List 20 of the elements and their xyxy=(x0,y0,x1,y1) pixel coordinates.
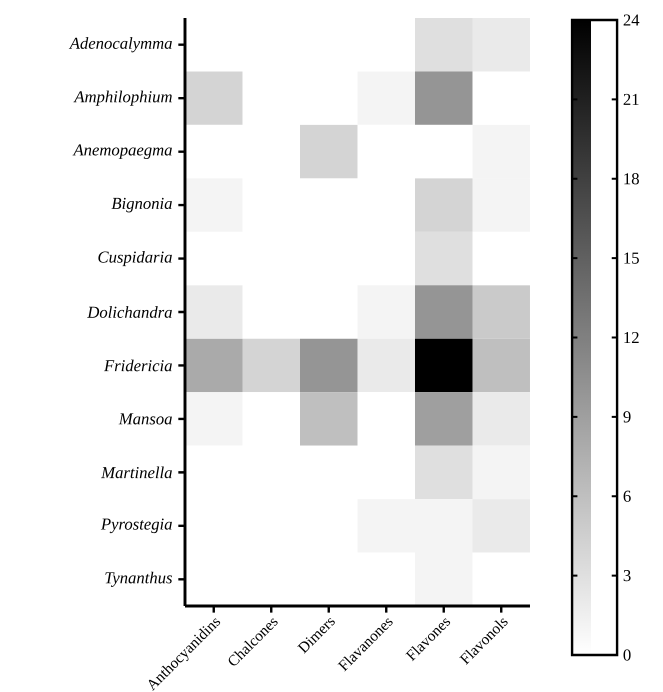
y-tick-label: Adenocalymma xyxy=(68,37,172,52)
color-bar-label: 21 xyxy=(624,94,639,105)
color-bar-label: 18 xyxy=(624,173,639,184)
y-tick-label: Amphilophium xyxy=(73,90,172,106)
color-bar-label: 9 xyxy=(623,411,631,422)
color-bar-label: 12 xyxy=(624,332,639,344)
y-tick-label: Bignonia xyxy=(112,198,172,212)
color-bar-label: 3 xyxy=(624,570,631,582)
y-tick-label: Tynanthus xyxy=(105,572,172,587)
y-tick-label: Pyrostegia xyxy=(100,518,172,534)
color-bar-label: 15 xyxy=(624,252,639,264)
color-bar-label: 24 xyxy=(624,14,640,26)
y-tick-label: Martinella xyxy=(101,466,172,478)
y-tick-label: Mansoa xyxy=(118,413,172,424)
y-tick-label: Anemopaegma xyxy=(72,144,172,159)
y-tick-label: Fridericia xyxy=(104,360,172,372)
color-bar-label: 6 xyxy=(624,490,631,502)
y-tick-label: Dolichandra xyxy=(87,306,172,318)
color-bar-label: 0 xyxy=(624,649,631,661)
y-tick-label: Cuspidaria xyxy=(98,250,172,266)
